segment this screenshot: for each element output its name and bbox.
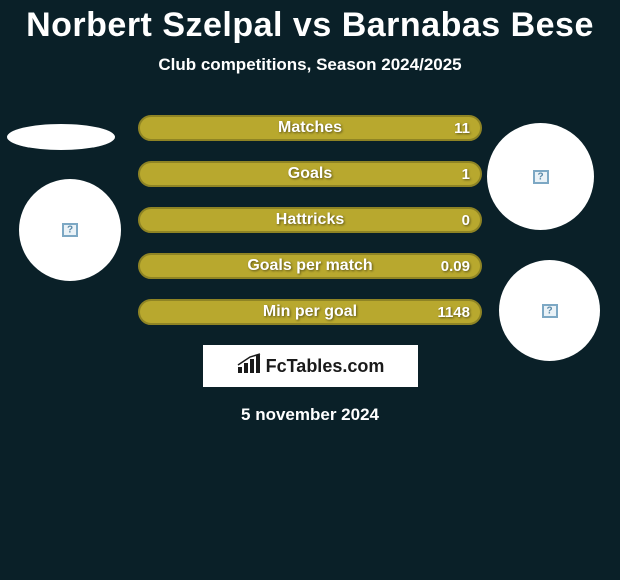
stat-label: Matches <box>278 119 342 137</box>
decor-circle-bottom-left <box>19 179 121 281</box>
stat-label: Goals <box>288 165 332 183</box>
watermark-text: FcTables.com <box>266 356 385 377</box>
placeholder-icon <box>542 304 558 318</box>
bar-chart-icon <box>236 353 262 380</box>
decor-ellipse-top-left <box>7 124 115 150</box>
placeholder-icon <box>62 223 78 237</box>
stat-label: Goals per match <box>247 257 372 275</box>
stat-bar-min-per-goal: Min per goal 1148 <box>138 299 482 325</box>
stat-value: 11 <box>454 120 470 137</box>
stats-bar-group: Matches 11 Goals 1 Hattricks 0 Goals per… <box>138 115 482 325</box>
watermark-box: FcTables.com <box>203 345 418 387</box>
stat-value: 1148 <box>437 304 470 321</box>
stat-value: 0 <box>462 212 470 229</box>
stat-value: 1 <box>462 166 470 183</box>
stat-bar-goals-per-match: Goals per match 0.09 <box>138 253 482 279</box>
page-title: Norbert Szelpal vs Barnabas Bese <box>0 0 620 45</box>
decor-circle-bottom-right <box>499 260 600 361</box>
date-line: 5 november 2024 <box>0 405 620 425</box>
decor-circle-top-right <box>487 123 594 230</box>
stat-bar-matches: Matches 11 <box>138 115 482 141</box>
stat-label: Hattricks <box>276 211 344 229</box>
stat-label: Min per goal <box>263 303 357 321</box>
stat-bar-hattricks: Hattricks 0 <box>138 207 482 233</box>
stat-value: 0.09 <box>441 258 470 275</box>
page-subtitle: Club competitions, Season 2024/2025 <box>0 55 620 75</box>
placeholder-icon <box>533 170 549 184</box>
stat-bar-goals: Goals 1 <box>138 161 482 187</box>
